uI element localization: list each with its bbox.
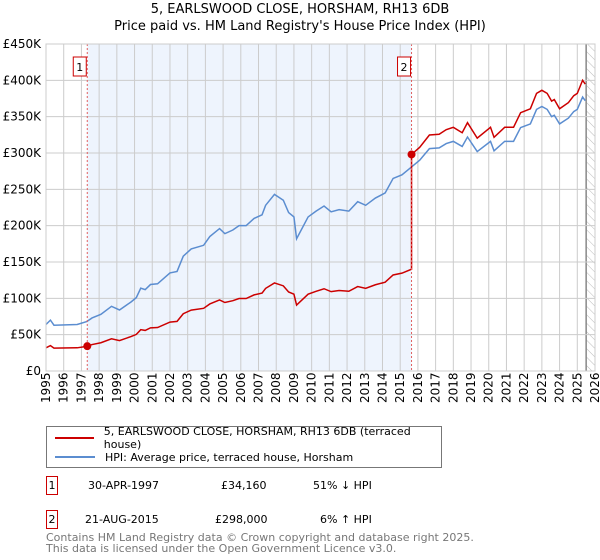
- x-tick-label: 2018: [446, 372, 460, 403]
- hatched-region: [586, 44, 595, 371]
- x-tick-label: 2000: [128, 372, 142, 403]
- legend-swatch-red: [55, 437, 94, 439]
- x-tick-label: 2009: [287, 372, 301, 403]
- x-tick-label: 2004: [198, 372, 212, 403]
- legend-item-property: 5, EARLSWOOD CLOSE, HORSHAM, RH13 6DB (t…: [55, 425, 441, 451]
- table-row: 1 30-APR-1997 £34,160 51% ↓ HPI: [46, 476, 446, 496]
- footer-line: Contains HM Land Registry data © Crown c…: [46, 531, 474, 544]
- x-tick-label: 2017: [429, 372, 443, 403]
- x-tick-label: 1995: [39, 372, 53, 403]
- x-tick-label: 2021: [499, 372, 513, 403]
- property-price-line: [45, 78, 586, 349]
- x-tick-label: 2006: [234, 372, 248, 403]
- sale-badge-box: [72, 56, 87, 77]
- y-tick-label: £0: [26, 364, 41, 378]
- y-tick-label: £450K: [3, 37, 43, 51]
- x-tick-label: 2024: [553, 372, 567, 403]
- x-tick-label: 1996: [57, 372, 71, 403]
- x-tick-label: 2001: [145, 372, 159, 403]
- legend-item-hpi: HPI: Average price, terraced house, Hors…: [55, 449, 353, 465]
- legend: 5, EARLSWOOD CLOSE, HORSHAM, RH13 6DB (t…: [46, 425, 442, 468]
- shaded-ownership-period: [87, 44, 412, 371]
- sale-badge: 2: [46, 510, 58, 529]
- sale-point: [83, 342, 92, 351]
- x-tick-label: 2020: [482, 372, 496, 403]
- y-tick-label: £150K: [3, 255, 43, 269]
- x-tick-label: 2003: [181, 372, 195, 403]
- sale-point: [407, 150, 416, 159]
- sale-price: £298,000: [215, 513, 268, 526]
- chart-title: 5, EARLSWOOD CLOSE, HORSHAM, RH13 6DB: [150, 2, 450, 17]
- legend-swatch-blue: [55, 456, 95, 458]
- footer-line: This data is licensed under the Open Gov…: [46, 542, 397, 555]
- y-tick-label: £250K: [3, 182, 43, 196]
- y-tick-label: £400K: [3, 73, 43, 87]
- y-tick-label: £350K: [3, 110, 43, 124]
- y-tick-label: £300K: [3, 146, 43, 160]
- x-tick-label: 2025: [570, 372, 584, 403]
- hpi-line: [45, 95, 586, 326]
- sale-date: 21-AUG-2015: [85, 513, 159, 526]
- x-tick-label: 2008: [269, 372, 283, 403]
- x-tick-label: 2015: [393, 372, 407, 403]
- sale-price: £34,160: [221, 479, 267, 492]
- sale-badge-box: [397, 56, 412, 77]
- x-tick-label: 2023: [535, 372, 549, 403]
- plot-frame: [45, 43, 596, 372]
- sale-badge-label: 2: [401, 61, 408, 74]
- chart-subtitle: Price paid vs. HM Land Registry's House …: [114, 19, 486, 34]
- y-tick-label: £100K: [3, 291, 43, 305]
- x-tick-label: 2014: [375, 372, 389, 403]
- x-tick-label: 2019: [464, 372, 478, 403]
- x-tick-label: 2026: [588, 372, 600, 403]
- legend-label: HPI: Average price, terraced house, Hors…: [105, 450, 354, 464]
- x-tick-label: 2013: [358, 372, 372, 403]
- table-row: 2 21-AUG-2015 £298,000 6% ↑ HPI: [46, 510, 446, 530]
- sale-hpi: 6% ↑ HPI: [320, 513, 372, 526]
- x-tick-label: 1998: [92, 372, 106, 403]
- x-tick-label: 2010: [305, 372, 319, 403]
- sale-badge: 1: [46, 476, 58, 495]
- x-tick-label: 1999: [110, 372, 124, 403]
- x-tick-label: 2012: [340, 372, 354, 403]
- x-tick-label: 2002: [163, 372, 177, 403]
- x-tick-label: 2007: [252, 372, 266, 403]
- y-tick-label: £200K: [3, 219, 43, 233]
- x-tick-label: 1997: [74, 372, 88, 403]
- price-chart: 1995 1996 1997 1998 1999 2000 2001 2002 2003 2004…: [3, 37, 600, 403]
- y-tick-label: £50K: [10, 328, 42, 342]
- x-tick-label: 2005: [216, 372, 230, 403]
- x-tick-label: 2016: [411, 372, 425, 403]
- sale-badge-label: 1: [76, 61, 83, 74]
- x-tick-label: 2022: [517, 372, 531, 403]
- sale-hpi: 51% ↓ HPI: [313, 479, 372, 492]
- footer: Contains HM Land Registry data © Crown c…: [46, 532, 474, 554]
- x-tick-label: 2011: [322, 372, 336, 403]
- sale-date: 30-APR-1997: [88, 479, 160, 492]
- legend-label: 5, EARLSWOOD CLOSE, HORSHAM, RH13 6DB (t…: [103, 425, 411, 451]
